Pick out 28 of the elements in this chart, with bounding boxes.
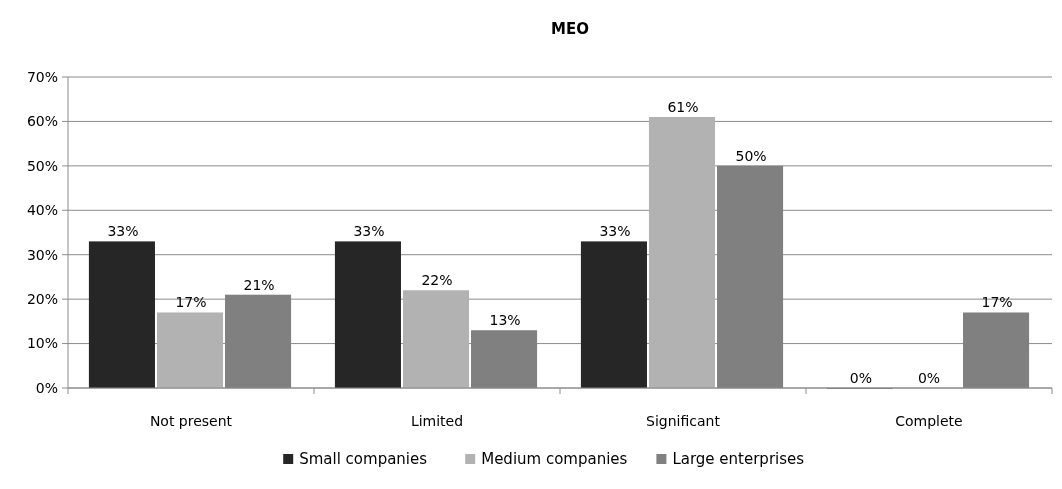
data-label: 17%: [981, 294, 1013, 311]
data-label: 21%: [243, 276, 275, 293]
y-tick-label: 70%: [26, 68, 58, 85]
data-label: 50%: [735, 147, 767, 164]
legend-label: Medium companies: [481, 450, 628, 468]
data-label: 0%: [917, 370, 941, 386]
y-tick-label: 60%: [26, 113, 58, 130]
data-label: 22%: [421, 272, 453, 289]
data-label: 33%: [599, 223, 631, 240]
data-label: 0%: [849, 370, 873, 386]
chart-title: MEO: [551, 20, 589, 38]
y-tick-label: 40%: [26, 202, 58, 219]
y-tick-label: 0%: [35, 379, 58, 396]
data-label: 61%: [667, 98, 699, 115]
data-label: 17%: [175, 294, 207, 311]
legend-label: Small companies: [299, 450, 428, 468]
y-tick-label: 50%: [26, 157, 58, 174]
data-label: 13%: [489, 312, 521, 329]
x-tick-label: Limited: [410, 413, 464, 429]
legend-label: Large enterprises: [672, 450, 805, 468]
data-label: 33%: [353, 223, 385, 240]
y-tick-label: 20%: [26, 291, 58, 308]
x-tick-label: Not present: [149, 413, 233, 429]
x-tick-label: Significant: [646, 413, 721, 429]
data-label: 33%: [107, 223, 139, 240]
y-tick-label: 30%: [26, 246, 58, 263]
y-tick-label: 10%: [26, 335, 58, 352]
x-tick-label: Complete: [895, 413, 963, 429]
